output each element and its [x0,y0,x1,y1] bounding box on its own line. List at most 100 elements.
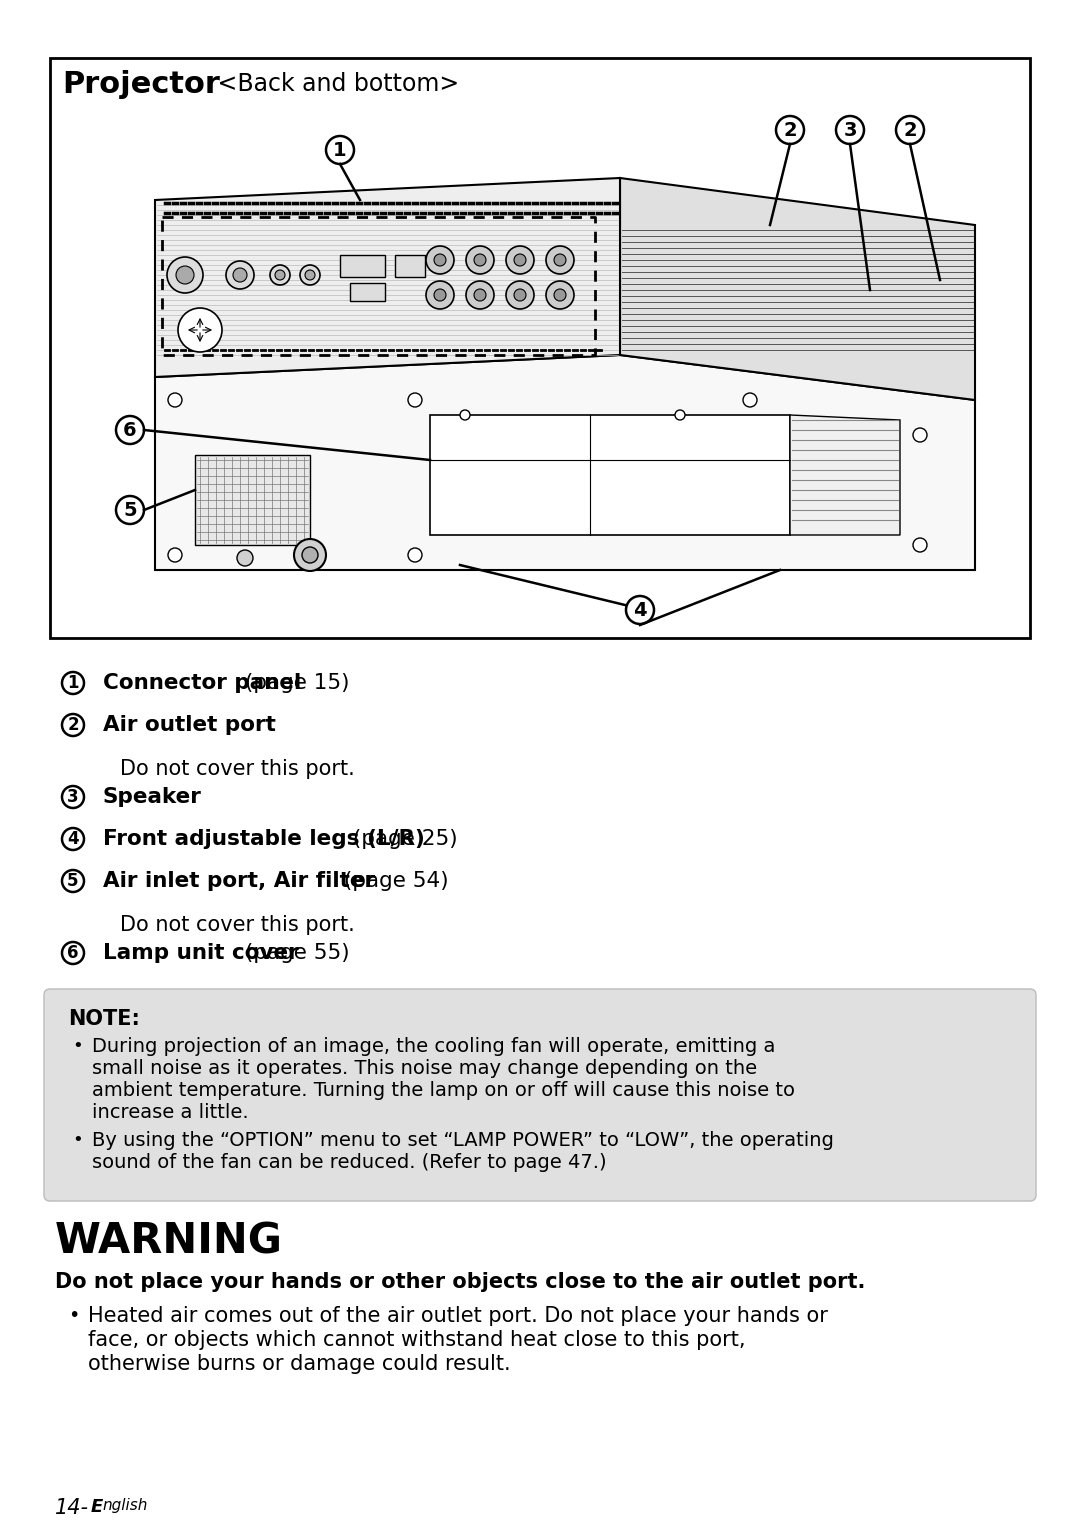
Circle shape [176,267,194,284]
Text: Lamp unit cover: Lamp unit cover [103,943,299,963]
Text: 6: 6 [67,944,79,963]
Circle shape [167,258,203,293]
Text: 6: 6 [123,420,137,440]
Circle shape [434,254,446,267]
Circle shape [913,428,927,442]
Circle shape [836,117,864,144]
Bar [195,455,310,546]
Text: Do not cover this port.: Do not cover this port. [120,915,354,935]
Text: 3: 3 [67,788,79,806]
Text: sound of the fan can be reduced. (Refer to page 47.): sound of the fan can be reduced. (Refer … [92,1153,607,1173]
Circle shape [896,117,924,144]
Circle shape [302,547,318,563]
Text: 2: 2 [903,121,917,140]
Bar [395,254,426,277]
FancyBboxPatch shape [44,989,1036,1200]
Text: 4: 4 [67,829,79,848]
Circle shape [408,392,422,406]
Circle shape [326,136,354,164]
Circle shape [62,871,84,892]
Polygon shape [156,178,620,377]
Text: E: E [91,1498,104,1516]
Circle shape [465,281,494,310]
Text: 1: 1 [67,675,79,691]
Bar [350,284,384,300]
Text: •: • [68,1306,79,1325]
Circle shape [275,270,285,281]
Circle shape [777,117,804,144]
Circle shape [546,281,573,310]
Circle shape [62,828,84,849]
Text: (page 15): (page 15) [238,673,350,693]
Circle shape [913,538,927,552]
Circle shape [546,245,573,274]
Text: 1: 1 [334,141,347,159]
Text: 3: 3 [843,121,856,140]
Text: face, or objects which cannot withstand heat close to this port,: face, or objects which cannot withstand … [87,1331,745,1351]
Circle shape [62,671,84,694]
Circle shape [294,540,326,570]
Text: ambient temperature. Turning the lamp on or off will cause this noise to: ambient temperature. Turning the lamp on… [92,1081,795,1101]
Circle shape [168,392,183,406]
Polygon shape [620,178,975,400]
Text: •: • [72,1131,83,1150]
Bar [340,254,384,277]
Circle shape [743,392,757,406]
Circle shape [305,270,315,281]
Text: increase a little.: increase a little. [92,1104,248,1122]
Circle shape [426,281,454,310]
Circle shape [675,409,685,420]
Circle shape [270,265,291,285]
Text: (page 55): (page 55) [238,943,350,963]
Circle shape [62,786,84,808]
Text: Air inlet port, Air filter: Air inlet port, Air filter [103,871,375,891]
Circle shape [178,308,222,353]
Circle shape [300,265,320,285]
Text: During projection of an image, the cooling fan will operate, emitting a: During projection of an image, the cooli… [92,1036,775,1056]
Circle shape [434,290,446,300]
Polygon shape [156,356,975,570]
Text: 2: 2 [67,716,79,734]
Text: Air outlet port: Air outlet port [103,714,275,734]
Text: Heated air comes out of the air outlet port. Do not place your hands or: Heated air comes out of the air outlet p… [87,1306,828,1326]
Text: (page 25): (page 25) [346,829,458,849]
Circle shape [408,547,422,563]
Text: WARNING: WARNING [55,1220,283,1262]
Circle shape [514,254,526,267]
Circle shape [426,245,454,274]
Bar [50,58,1030,638]
Text: <Back and bottom>: <Back and bottom> [210,72,459,97]
Circle shape [507,281,534,310]
Text: 14-: 14- [55,1498,89,1518]
Text: Do not cover this port.: Do not cover this port. [120,759,354,779]
Circle shape [116,415,144,445]
Text: NOTE:: NOTE: [68,1009,140,1029]
Text: (page 54): (page 54) [337,871,448,891]
Text: 4: 4 [633,601,647,619]
Circle shape [116,497,144,524]
Circle shape [626,596,654,624]
Text: By using the “OPTION” menu to set “LAMP POWER” to “LOW”, the operating: By using the “OPTION” menu to set “LAMP … [92,1131,834,1150]
Circle shape [474,254,486,267]
Text: Connector panel: Connector panel [103,673,301,693]
Text: Front adjustable legs (L/R): Front adjustable legs (L/R) [103,829,424,849]
Text: 5: 5 [123,500,137,520]
Circle shape [168,547,183,563]
Bar [430,415,789,535]
Text: otherwise burns or damage could result.: otherwise burns or damage could result. [87,1354,511,1374]
Text: Speaker: Speaker [103,786,202,806]
Circle shape [237,550,253,566]
Circle shape [62,714,84,736]
Circle shape [554,254,566,267]
Circle shape [465,245,494,274]
Circle shape [226,261,254,290]
Circle shape [554,290,566,300]
Text: nglish: nglish [102,1498,147,1513]
Circle shape [474,290,486,300]
Text: Do not place your hands or other objects close to the air outlet port.: Do not place your hands or other objects… [55,1272,865,1292]
Circle shape [507,245,534,274]
Circle shape [514,290,526,300]
Circle shape [62,941,84,964]
Text: •: • [72,1036,83,1055]
Text: 2: 2 [783,121,797,140]
